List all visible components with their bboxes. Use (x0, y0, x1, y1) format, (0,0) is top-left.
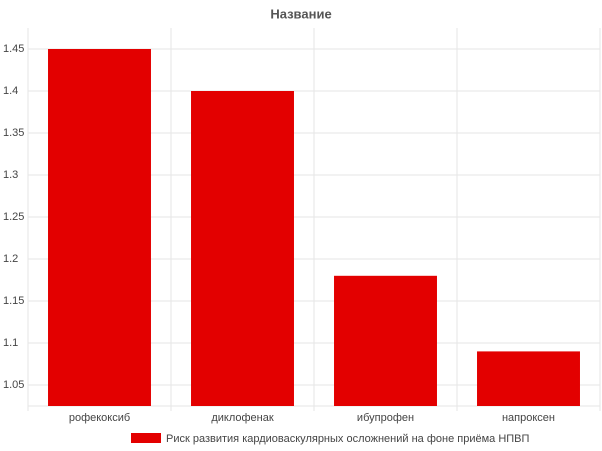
y-tick-label: 1.3 (3, 169, 18, 181)
x-tick-label: рофекоксиб (69, 412, 130, 424)
legend-swatch (131, 433, 161, 443)
chart-title: Название (270, 6, 331, 21)
y-tick-label: 1.4 (3, 85, 18, 97)
y-tick-label: 1.05 (3, 379, 24, 391)
y-tick-label: 1.25 (3, 211, 24, 223)
bar (334, 275, 437, 406)
y-tick-label: 1.1 (3, 337, 18, 349)
x-tick-label: ибупрофен (357, 412, 414, 424)
bar (191, 91, 294, 406)
y-tick-label: 1.2 (3, 253, 18, 265)
y-tick-label: 1.15 (3, 295, 24, 307)
x-tick-label: диклофенак (211, 412, 274, 424)
bar (48, 49, 151, 406)
bar (477, 351, 580, 406)
y-tick-label: 1.45 (3, 43, 24, 55)
legend-label: Риск развития кардиоваскулярных осложнен… (166, 433, 530, 445)
x-tick-label: напроксен (502, 412, 555, 424)
y-tick-label: 1.35 (3, 127, 24, 139)
